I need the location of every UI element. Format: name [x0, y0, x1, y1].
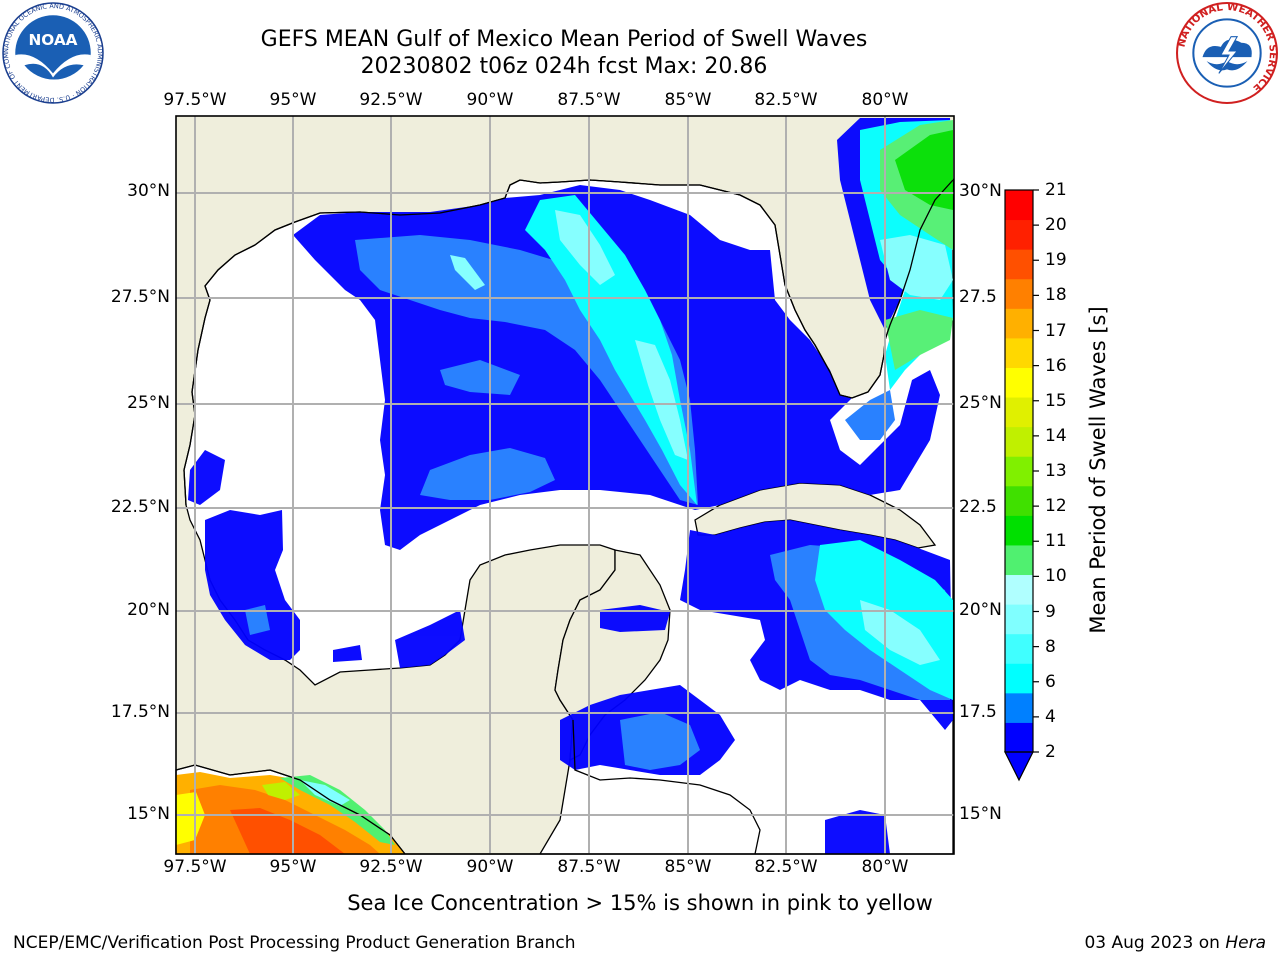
colorbar-swatch — [1005, 337, 1033, 368]
colorbar-swatch — [1005, 485, 1033, 516]
noaa-text: NOAA — [28, 31, 77, 49]
lon-label-bottom: 82.5°W — [754, 857, 818, 877]
colorbar-tick-label: 17 — [1045, 320, 1067, 341]
lon-label-top: 97.5°W — [163, 90, 227, 110]
lon-label-bottom: 92.5°W — [359, 857, 423, 877]
nws-logo: NATIONAL WEATHER SERVICE — [1176, 2, 1278, 104]
lat-label-left: 25°N — [127, 393, 170, 413]
lat-label-right: 20°N — [959, 600, 1002, 620]
lon-label-top: 87.5°W — [557, 90, 621, 110]
colorbar-tick-label: 11 — [1045, 531, 1067, 552]
central-america-coast — [572, 719, 761, 855]
lat-label-left: 20°N — [127, 600, 170, 620]
colorbar-swatch — [1005, 397, 1033, 428]
colorbar-tick-label: 9 — [1045, 601, 1056, 622]
lat-label-left: 22.5°N — [110, 497, 170, 517]
colorbar-tick-label: 20 — [1045, 215, 1067, 236]
colorbar-swatch — [1005, 544, 1033, 576]
colorbar-swatch — [1005, 722, 1033, 753]
sea-ice-note: Sea Ice Concentration > 15% is shown in … — [347, 891, 933, 915]
colorbar-tick-label: 10 — [1045, 566, 1067, 587]
colorbar-tick-label: 6 — [1045, 671, 1056, 692]
map-panel — [175, 115, 955, 855]
colorbar — [1004, 189, 1039, 782]
lat-label-right: 17.5 — [959, 702, 997, 722]
lat-label-right: 22.5 — [959, 497, 997, 517]
colorbar-swatch — [1005, 426, 1033, 457]
lat-label-right: 25°N — [959, 393, 1002, 413]
lon-label-bottom: 87.5°W — [557, 857, 621, 877]
chart-subtitle: 20230802 t06z 024h fcst Max: 20.86 — [360, 54, 768, 79]
pacific-coastline — [175, 764, 406, 855]
lon-label-bottom: 80°W — [861, 857, 909, 877]
lat-label-left: 27.5°N — [110, 287, 170, 307]
colorbar-tick-label: 19 — [1045, 250, 1067, 271]
colorbar-tick-label: 2 — [1045, 742, 1056, 762]
chart-title: GEFS MEAN Gulf of Mexico Mean Period of … — [260, 27, 868, 52]
footer-machine: Hera — [1225, 933, 1266, 953]
colorbar-tick-label: 13 — [1045, 461, 1067, 481]
lat-label-right: 30°N — [959, 181, 1002, 201]
colorbar-swatch — [1005, 574, 1033, 605]
footer-date-text: 03 Aug 2023 on — [1084, 933, 1226, 953]
colorbar-swatch — [1005, 604, 1033, 635]
colorbar-tick-label: 14 — [1045, 425, 1067, 446]
lon-label-top: 92.5°W — [359, 90, 423, 110]
map-frame — [175, 115, 955, 855]
colorbar-extend-arrow — [1004, 751, 1034, 782]
colorbar-swatch — [1005, 219, 1033, 250]
colorbar-swatch — [1005, 278, 1033, 309]
graticule — [176, 116, 954, 854]
colorbar-swatch — [1005, 456, 1033, 487]
lon-label-top: 82.5°W — [754, 90, 818, 110]
colorbar-swatch — [1005, 633, 1033, 664]
colorbar-tick-label: 4 — [1045, 706, 1056, 727]
lon-label-bottom: 95°W — [269, 857, 317, 877]
swell-shading — [188, 118, 953, 854]
colorbar-swatch — [1005, 515, 1033, 546]
colorbar-tick-label: 21 — [1045, 180, 1067, 200]
colorbar-tick-label: 18 — [1045, 285, 1067, 306]
colorbar-tick-label: 12 — [1045, 496, 1067, 517]
footer-credit: NCEP/EMC/Verification Post Processing Pr… — [13, 933, 576, 953]
colorbar-tick-label: 16 — [1045, 355, 1067, 376]
colorbar-tick-label: 8 — [1045, 636, 1056, 657]
lon-label-top: 85°W — [664, 90, 712, 110]
lat-label-left: 30°N — [127, 181, 170, 201]
colorbar-swatch — [1005, 249, 1033, 280]
lon-label-bottom: 85°W — [664, 857, 712, 877]
colorbar-tick-label: 15 — [1045, 390, 1067, 411]
colorbar-swatch — [1005, 663, 1033, 694]
lat-label-right: 27.5 — [959, 287, 997, 307]
lat-label-left: 17.5°N — [110, 702, 170, 722]
colorbar-swatch — [1005, 190, 1033, 221]
lon-label-bottom: 90°W — [466, 857, 514, 877]
colorbar-label: Mean Period of Swell Waves [s] — [1086, 306, 1110, 634]
pacific-shading — [176, 772, 405, 854]
colorbar-swatch — [1005, 367, 1033, 398]
lon-label-bottom: 97.5°W — [163, 857, 227, 877]
lon-label-top: 95°W — [269, 90, 317, 110]
lon-label-top: 80°W — [861, 90, 909, 110]
lat-label-right: 15°N — [959, 804, 1002, 824]
noaa-logo: NATIONAL OCEANIC AND ATMOSPHERIC ADMINIS… — [2, 2, 104, 104]
colorbar-swatch — [1005, 692, 1033, 723]
coastline — [183, 179, 954, 506]
footer-date: 03 Aug 2023 on Hera — [1084, 933, 1266, 953]
colorbar-swatch — [1005, 308, 1033, 339]
lon-label-top: 90°W — [466, 90, 514, 110]
lat-label-left: 15°N — [127, 804, 170, 824]
